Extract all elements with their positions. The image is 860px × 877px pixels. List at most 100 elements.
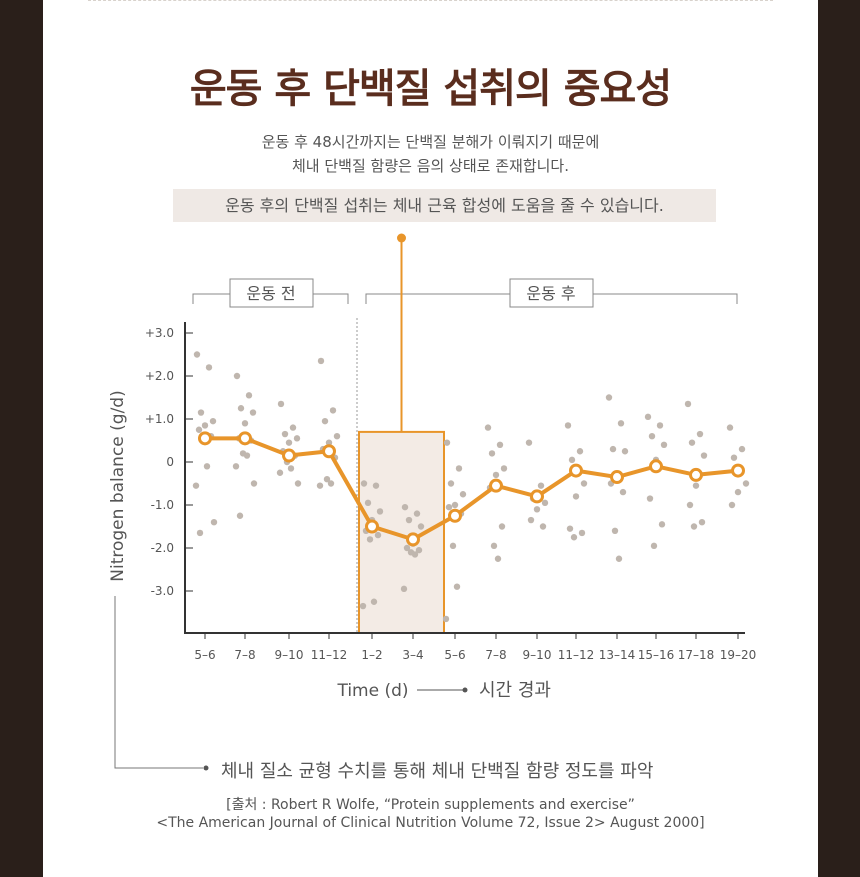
- scatter-point: [621, 448, 629, 455]
- x-tick-label: 1–2: [361, 648, 382, 662]
- scatter-point: [698, 519, 706, 526]
- scatter-point: [564, 422, 572, 429]
- scatter-point: [730, 454, 738, 461]
- scatter-point: [233, 372, 241, 380]
- scatter-point: [281, 430, 289, 438]
- bottom-note: 체내 질소 균형 수치를 통해 체내 단백질 함량 정도를 파악: [221, 761, 654, 782]
- scatter-point: [403, 544, 411, 552]
- scatter-point: [376, 508, 384, 515]
- scatter-point: [250, 480, 258, 487]
- highlight-banner: 운동 후의 단백질 섭취는 체내 근육 합성에 도움을 줄 수 있습니다.: [173, 189, 716, 222]
- y-tick-label: +2.0: [145, 369, 174, 383]
- scatter-point: [611, 527, 619, 534]
- scatter-point: [455, 465, 463, 472]
- scatter-point: [533, 506, 541, 513]
- scatter-point: [415, 546, 423, 554]
- scatter-point: [742, 480, 750, 487]
- scatter-point: [576, 448, 584, 455]
- scatter-point: [617, 420, 625, 427]
- x-tick-label: 15–16: [638, 648, 675, 662]
- scatter-point: [201, 422, 209, 429]
- mean-point: [365, 519, 379, 534]
- scatter-point: [688, 439, 696, 446]
- x-tick-label: 13–14: [599, 648, 636, 662]
- scatter-point: [232, 463, 240, 470]
- scatter-point: [646, 495, 654, 502]
- scatter-point: [360, 480, 368, 487]
- scatter-point: [372, 482, 380, 489]
- scatter-point: [605, 394, 613, 401]
- nitrogen-balance-chart: 운동 전 운동 후 Nitrogen balance (g/d) +3.0 +2.…: [108, 233, 757, 771]
- scatter-point: [443, 439, 451, 446]
- scatter-point: [323, 476, 331, 483]
- mean-point: [198, 431, 212, 446]
- scatter-point: [317, 357, 325, 365]
- description-line-1: 운동 후 48시간까지는 단백질 분해가 이뤄지기 때문에: [261, 133, 600, 151]
- scatter-point: [405, 516, 413, 524]
- before-label-box: [229, 278, 314, 308]
- scatter-point: [696, 430, 704, 438]
- x-tick-label: 11–12: [311, 648, 348, 662]
- scatter-point: [327, 480, 335, 487]
- scatter-point: [459, 491, 467, 498]
- x-tick-label: 19–20: [720, 648, 757, 662]
- scatter-point: [203, 463, 211, 470]
- scatter-point: [726, 424, 734, 431]
- scatter-point: [525, 439, 533, 446]
- scatter-point: [370, 598, 378, 605]
- mean-point: [530, 489, 544, 504]
- scatter-point: [570, 534, 578, 541]
- scatter-point: [445, 503, 453, 511]
- scatter-point: [451, 501, 459, 509]
- scatter-point: [580, 480, 588, 487]
- x-tick-label: 7–8: [485, 648, 506, 662]
- scatter-point: [619, 488, 627, 496]
- scatter-point: [249, 409, 257, 416]
- scatter-point: [316, 482, 324, 489]
- scatter-point: [237, 405, 245, 412]
- x-tick-label: 7–8: [234, 648, 255, 662]
- scatter-point: [494, 555, 502, 562]
- scatter-point: [658, 521, 666, 528]
- scatter-point: [449, 542, 457, 550]
- scatter-point: [650, 542, 658, 550]
- mean-point: [282, 448, 296, 463]
- scatter-point: [648, 433, 656, 440]
- scatter-point: [333, 433, 341, 440]
- after-label: 운동 후: [526, 284, 575, 303]
- x-tick-label: 3–4: [402, 648, 423, 662]
- x-tick-label: 5–6: [194, 648, 215, 662]
- x-tick-label: 9–10: [275, 648, 304, 662]
- after-bracket: [365, 293, 738, 304]
- note-connector-dot: [203, 765, 209, 771]
- mean-point: [322, 444, 336, 459]
- scatter-point: [656, 422, 664, 429]
- scatter-point: [541, 499, 549, 507]
- scatter-point: [321, 417, 329, 425]
- y-tick-label: +3.0: [145, 326, 174, 340]
- mean-point: [610, 470, 624, 485]
- scatter-point: [686, 501, 694, 509]
- chart-axes: [184, 322, 745, 634]
- scatter-point: [500, 465, 508, 472]
- scatter-point: [690, 523, 698, 530]
- page-title: 운동 후 단백질 섭취의 중요성: [189, 66, 672, 112]
- scatter-point: [245, 392, 253, 399]
- scatter-point: [578, 529, 586, 537]
- mean-point: [448, 508, 462, 523]
- scatter-point: [692, 482, 700, 489]
- scatter-point: [359, 602, 367, 610]
- description-line-2: 체내 단백질 함량은 음의 상태로 존재합니다.: [291, 157, 569, 175]
- y-axis-label: Nitrogen balance (g/d): [108, 390, 128, 581]
- scatter-point: [197, 409, 205, 416]
- scatter-point: [205, 364, 213, 371]
- y-tick-label: -1.0: [151, 498, 174, 512]
- mean-point: [489, 478, 503, 493]
- scatter-point: [210, 519, 218, 526]
- scatter-point: [484, 424, 492, 431]
- scatter-point: [243, 452, 251, 459]
- scatter-point: [728, 501, 736, 509]
- scatter-point: [417, 523, 425, 530]
- x-tick-label: 11–12: [558, 648, 595, 662]
- scatter-point: [276, 469, 284, 476]
